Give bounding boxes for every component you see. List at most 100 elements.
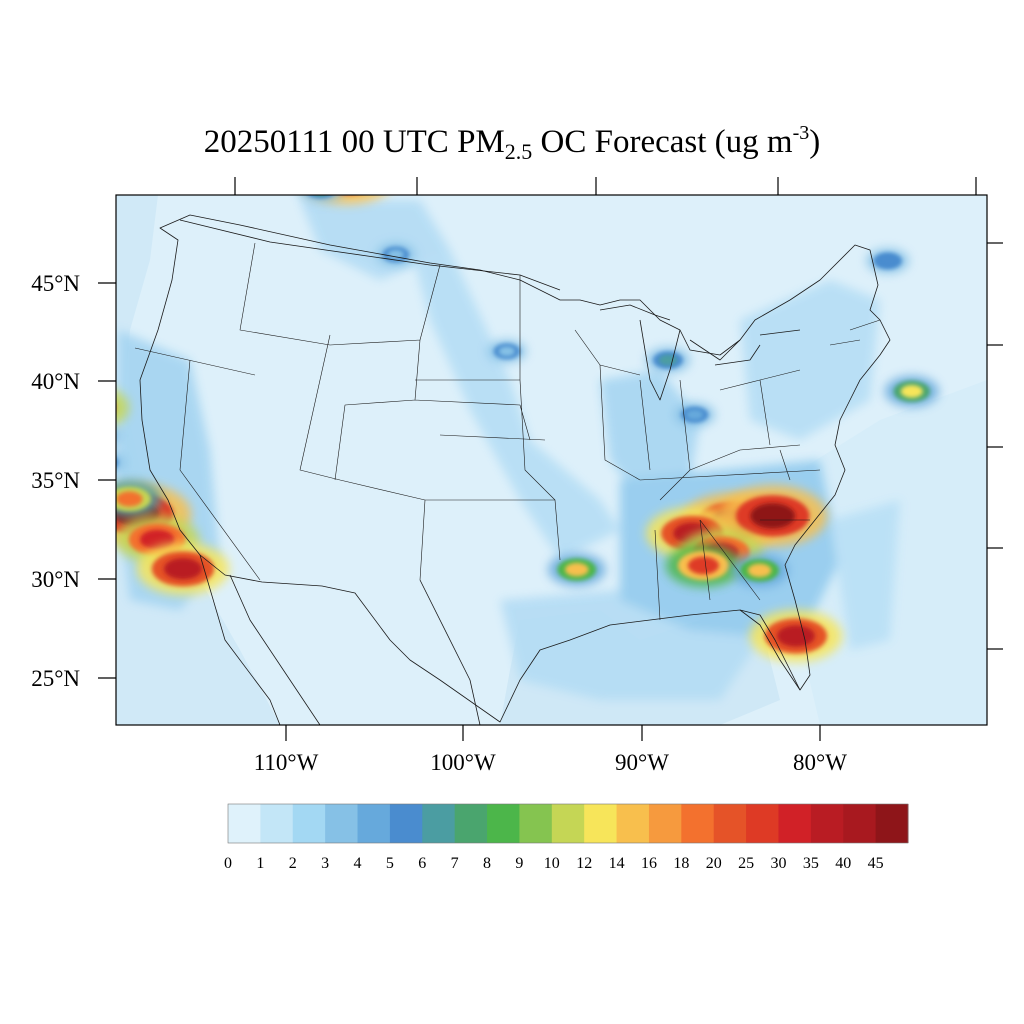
colorbar-cell xyxy=(422,804,456,843)
colorbar-cell xyxy=(843,804,877,843)
hotspot-core xyxy=(116,491,143,507)
colorbar-tick-label: 4 xyxy=(354,855,362,872)
hotspot-core xyxy=(311,183,330,194)
hotspot-core xyxy=(565,562,589,577)
lon-label: 80°W xyxy=(793,750,847,775)
colorbar-tick-label: 2 xyxy=(289,855,297,872)
colorbar-cell xyxy=(228,804,261,843)
colorbar-tick-label: 10 xyxy=(544,855,560,872)
map-panel xyxy=(55,139,987,725)
colorbar-cell xyxy=(357,804,391,843)
hotspot-core xyxy=(776,625,815,647)
hotspot-ring xyxy=(308,195,334,199)
colorbar-cell xyxy=(454,804,488,843)
hotspot-halo xyxy=(116,426,122,445)
plume-atlantic xyxy=(830,500,900,650)
title-superscript: -3 xyxy=(792,122,810,144)
colorbar-tick-label: 30 xyxy=(770,855,786,872)
hotspot-core xyxy=(387,249,404,260)
map-frame xyxy=(115,194,988,726)
colorbar-cell xyxy=(389,804,423,843)
state-lines xyxy=(134,242,881,621)
colorbar-tick-label: 20 xyxy=(706,855,722,872)
colorbar-cell xyxy=(778,804,812,843)
colorbar-cell xyxy=(648,804,682,843)
hotspot-core xyxy=(498,346,515,357)
colorbar-cell xyxy=(584,804,618,843)
hotspot-core xyxy=(313,154,351,175)
colorbar-frame xyxy=(227,803,909,844)
hotspot-halo xyxy=(299,195,342,203)
colorbar-tick-label: 1 xyxy=(256,855,264,872)
plume-northeast xyxy=(740,280,880,440)
hotspot-core xyxy=(750,503,796,529)
hotspot-halo xyxy=(116,451,126,474)
colorbar-tick-label: 14 xyxy=(609,855,625,872)
lat-label: 30°N xyxy=(31,567,80,592)
colorbar-tick-label: 7 xyxy=(451,855,459,872)
colorbar-cell xyxy=(875,804,909,843)
canada-border xyxy=(179,219,561,291)
colorbar-cell xyxy=(713,804,747,843)
title-middle: OC Forecast (ug m xyxy=(532,124,793,160)
hotspot-core xyxy=(88,430,107,441)
boundaries xyxy=(134,214,891,725)
plume-midwest xyxy=(600,370,700,500)
colorbar-tick-label: 0 xyxy=(224,855,232,872)
lon-label: 100°W xyxy=(430,750,496,775)
hotspot-core xyxy=(326,164,367,187)
hotspot-ring xyxy=(59,392,116,424)
colorbar-cell xyxy=(260,804,294,843)
hotspot-halo xyxy=(286,139,378,191)
colorbar-tick-label: 3 xyxy=(321,855,329,872)
colorbar-tick-label: 45 xyxy=(868,855,884,872)
lat-label: 25°N xyxy=(31,666,80,691)
lon-label: 90°W xyxy=(615,750,669,775)
hotspot-ring xyxy=(116,457,119,468)
hotspot-ring xyxy=(55,545,85,562)
colorbar-tick-label: 9 xyxy=(515,855,523,872)
hotspot-ring xyxy=(301,147,363,182)
lat-label: 45°N xyxy=(31,271,80,296)
hotspot-halo xyxy=(116,390,129,425)
us-outline xyxy=(139,214,891,723)
title-main: 20250111 00 UTC PM xyxy=(203,124,505,160)
colorbar-cell xyxy=(325,804,359,843)
lat-label: 40°N xyxy=(31,369,80,394)
colorbar-tick-label: 8 xyxy=(483,855,491,872)
hotspot-core xyxy=(94,457,112,468)
hotspot-core xyxy=(61,549,79,560)
colorbar-cell xyxy=(810,804,844,843)
great-lakes xyxy=(599,304,801,401)
hotspot-ring xyxy=(313,157,381,195)
hotspot-core xyxy=(164,558,202,580)
colorbar-cell xyxy=(616,804,650,843)
longitude-labels: 110°W 100°W 90°W 80°W xyxy=(254,750,848,775)
map-title: 20250111 00 UTC PM2.5 OC Forecast (ug m-… xyxy=(0,122,1024,164)
lat-label: 35°N xyxy=(31,468,80,493)
colorbar-tick-label: 12 xyxy=(576,855,592,872)
colorbar-tick-label: 35 xyxy=(803,855,819,872)
hotspot-core xyxy=(686,409,704,420)
tick-marks xyxy=(98,177,1003,741)
colorbar-tick-label: 16 xyxy=(641,855,657,872)
lon-label: 110°W xyxy=(254,750,319,775)
latitude-labels: 45°N 40°N 35°N 30°N 25°N xyxy=(31,271,80,691)
hotspot-ring xyxy=(82,426,114,445)
hotspot-core xyxy=(687,556,720,575)
colorbar-cell xyxy=(292,804,326,843)
colorbar: 0 1 2 3 4 5 6 7 8 9 10 12 14 16 18 20 25 30 35 40 45 xyxy=(224,803,909,872)
mexico-coast xyxy=(199,554,481,725)
title-suffix: ) xyxy=(809,124,821,160)
colorbar-tick-label: 25 xyxy=(738,855,754,872)
hotspot-core xyxy=(900,385,923,398)
colorbar-cell xyxy=(746,804,779,843)
colorbar-tick-label: 18 xyxy=(673,855,689,872)
colorbar-tick-label: 40 xyxy=(835,855,851,872)
hotspot-core xyxy=(879,255,897,266)
colorbar-labels: 0 1 2 3 4 5 6 7 8 9 10 12 14 16 18 20 25 30 35 40 45 xyxy=(224,855,884,872)
hotspot-core xyxy=(658,354,678,366)
florida xyxy=(739,609,801,691)
title-subscript: 2.5 xyxy=(504,139,533,164)
